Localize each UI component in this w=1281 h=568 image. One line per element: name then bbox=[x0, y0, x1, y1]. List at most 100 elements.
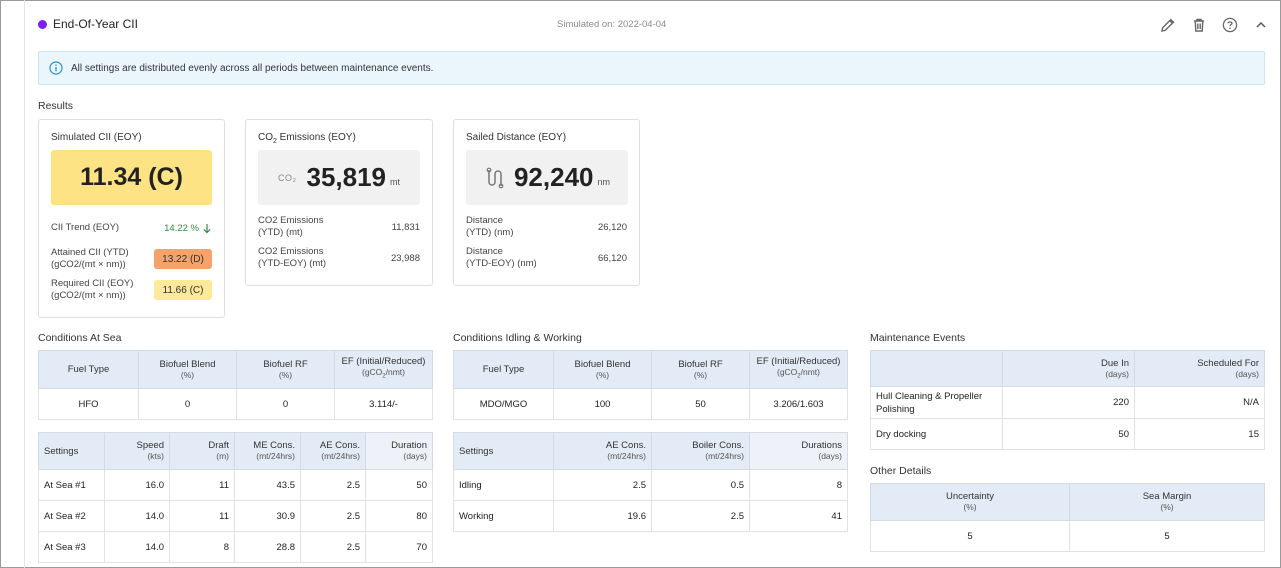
co2-ytd-value: 11,831 bbox=[391, 221, 420, 233]
help-button[interactable] bbox=[1214, 14, 1245, 36]
cell: 19.6 bbox=[553, 500, 652, 532]
sea-fuel-table: Fuel Type Biofuel Blend (%) Biofuel RF (%)… bbox=[38, 350, 433, 420]
cell: At Sea #3 bbox=[38, 531, 105, 563]
attained-cii-row: Attained CII (YTD) (gCO2/(mt × nm)) 13.22… bbox=[51, 247, 212, 271]
col-biofuel-rf: Biofuel RF (%) bbox=[236, 350, 335, 389]
col-biofuel-blend: Biofuel Blend (%) bbox=[138, 350, 237, 389]
edit-button[interactable] bbox=[1152, 14, 1183, 36]
co2-ytd-eoy-label: CO2 Emissions (YTD-EOY) (mt) bbox=[258, 246, 327, 269]
cell: 0.5 bbox=[651, 469, 750, 501]
cii-value: 11.34 (C) bbox=[80, 163, 183, 191]
col-uncertainty: Uncertainty (%) bbox=[870, 483, 1070, 521]
idle-settings-table: Settings AE Cons. (mt/24hrs) Boiler Cons.… bbox=[453, 432, 848, 532]
distance-ytd-eoy-row: Distance (YTD-EOY) (nm) 66,120 bbox=[466, 246, 627, 270]
col-fuel-type: Fuel Type bbox=[38, 350, 139, 389]
cii-trend-row: CII Trend (EOY) 14.22 % bbox=[51, 222, 212, 234]
cell: 2.5 bbox=[300, 500, 366, 532]
table-row: At Sea #2 14.0 11 30.9 2.5 80 bbox=[38, 500, 433, 532]
cell: 3.114/- bbox=[334, 388, 433, 420]
col-duration: Duration (days) bbox=[365, 432, 433, 470]
col-event bbox=[870, 350, 1003, 387]
attained-cii-label: Attained CII (YTD) (gCO2/(mt × nm)) bbox=[51, 247, 129, 270]
col-draft: Draft (m) bbox=[169, 432, 235, 470]
co2-value: 35,819 bbox=[306, 162, 387, 192]
table-row: MDO/MGO 100 50 3.206/1.603 bbox=[453, 388, 848, 420]
table-row: Working 19.6 2.5 41 bbox=[453, 500, 848, 532]
cell: 16.0 bbox=[104, 469, 170, 501]
cell: 28.8 bbox=[234, 531, 301, 563]
cell: Dry docking bbox=[870, 418, 1003, 450]
distance-value: 92,240 bbox=[513, 162, 594, 192]
status-dot bbox=[38, 20, 47, 29]
info-icon bbox=[49, 61, 63, 75]
co2-ytd-eoy-row: CO2 Emissions (YTD-EOY) (mt) 23,988 bbox=[258, 246, 420, 270]
table-row: At Sea #3 14.0 8 28.8 2.5 70 bbox=[38, 531, 433, 563]
info-banner: All settings are distributed evenly acro… bbox=[38, 51, 1265, 85]
maintenance-table: Due In (days) Scheduled For (days) Hull Cl… bbox=[870, 350, 1265, 450]
cell: N/A bbox=[1134, 386, 1265, 419]
pencil-icon bbox=[1160, 18, 1174, 32]
sea-settings-table: Settings Speed (kts) Draft (m) ME Cons. (mt… bbox=[38, 432, 433, 563]
co2-card: CO2 Emissions (EOY) CO₂ 35,819 mt CO2 Em… bbox=[245, 119, 433, 286]
cii-panel bbox=[24, 0, 1278, 568]
cii-trend-value: 14.22 % bbox=[164, 222, 199, 234]
cell: 3.206/1.603 bbox=[749, 388, 848, 420]
table-row: Idling 2.5 0.5 8 bbox=[453, 469, 848, 501]
cell: 11 bbox=[169, 500, 235, 532]
cell: 11 bbox=[169, 469, 235, 501]
col-ef: EF (Initial/Reduced) (gCO2/nmt) bbox=[749, 350, 848, 389]
cell: 5 bbox=[870, 520, 1070, 552]
delete-button[interactable] bbox=[1183, 14, 1214, 36]
distance-card: Sailed Distance (EOY) 92,240 nm Distance… bbox=[453, 119, 640, 286]
distance-card-title: Sailed Distance (EOY) bbox=[466, 132, 567, 143]
cell: 14.0 bbox=[104, 531, 170, 563]
col-biofuel-rf: Biofuel RF (%) bbox=[651, 350, 750, 389]
other-label: Other Details bbox=[870, 465, 932, 477]
cell: 80 bbox=[365, 500, 433, 532]
cell: 8 bbox=[169, 531, 235, 563]
attained-cii-badge: 13.22 (D) bbox=[154, 249, 212, 269]
distance-ytd-eoy-value: 66,120 bbox=[597, 252, 627, 264]
cell: 50 bbox=[365, 469, 433, 501]
cell: 14.0 bbox=[104, 500, 170, 532]
panel-title: End-Of-Year CII bbox=[53, 17, 138, 31]
table-row: 5 5 bbox=[870, 520, 1265, 552]
info-text: All settings are distributed evenly acro… bbox=[71, 62, 434, 74]
cell: 30.9 bbox=[234, 500, 301, 532]
cell: 5 bbox=[1069, 520, 1265, 552]
cii-trend: 14.22 % bbox=[164, 223, 212, 234]
distance-ytd-eoy-label: Distance (YTD-EOY) (nm) bbox=[466, 246, 537, 269]
cell: 41 bbox=[749, 500, 848, 532]
trash-icon bbox=[1193, 18, 1204, 32]
distance-unit: nm bbox=[597, 176, 611, 187]
co2-ytd-label: CO2 Emissions (YTD) (mt) bbox=[258, 215, 324, 238]
simulated-date: Simulated on: 2022-04-04 bbox=[557, 19, 667, 30]
distance-ytd-label: Distance (YTD) (nm) bbox=[466, 215, 514, 238]
cell: 220 bbox=[1002, 386, 1135, 419]
col-boiler-cons: Boiler Cons. (mt/24hrs) bbox=[651, 432, 750, 470]
required-cii-row: Required CII (EOY) (gCO2/(mt × nm)) 11.66… bbox=[51, 278, 212, 302]
cell: 70 bbox=[365, 531, 433, 563]
cell: At Sea #1 bbox=[38, 469, 105, 501]
cell: 2.5 bbox=[300, 531, 366, 563]
co2-icon: CO₂ bbox=[277, 172, 297, 183]
cii-trend-label: CII Trend (EOY) bbox=[51, 222, 120, 233]
table-row: At Sea #1 16.0 11 43.5 2.5 50 bbox=[38, 469, 433, 501]
sea-label: Conditions At Sea bbox=[38, 332, 122, 344]
collapse-button[interactable] bbox=[1245, 14, 1276, 36]
cell: Working bbox=[453, 500, 554, 532]
table-row: HFO 0 0 3.114/- bbox=[38, 388, 433, 420]
cell: Hull Cleaning & Propeller Polishing bbox=[870, 386, 1003, 419]
col-ae-cons: AE Cons. (mt/24hrs) bbox=[300, 432, 366, 470]
idle-label: Conditions Idling & Working bbox=[453, 332, 582, 344]
col-ae-cons: AE Cons. (mt/24hrs) bbox=[553, 432, 652, 470]
chevron-up-icon bbox=[1255, 21, 1266, 28]
co2-ytd-eoy-value: 23,988 bbox=[390, 252, 420, 264]
distance-ytd-row: Distance (YTD) (nm) 26,120 bbox=[466, 215, 627, 239]
route-icon bbox=[486, 167, 504, 188]
col-due-in: Due In (days) bbox=[1002, 350, 1135, 387]
results-label: Results bbox=[38, 100, 74, 112]
table-row: Hull Cleaning & Propeller Polishing 220 … bbox=[870, 386, 1265, 419]
col-sea-margin: Sea Margin (%) bbox=[1069, 483, 1265, 521]
co2-card-title: CO2 Emissions (EOY) bbox=[258, 132, 356, 145]
